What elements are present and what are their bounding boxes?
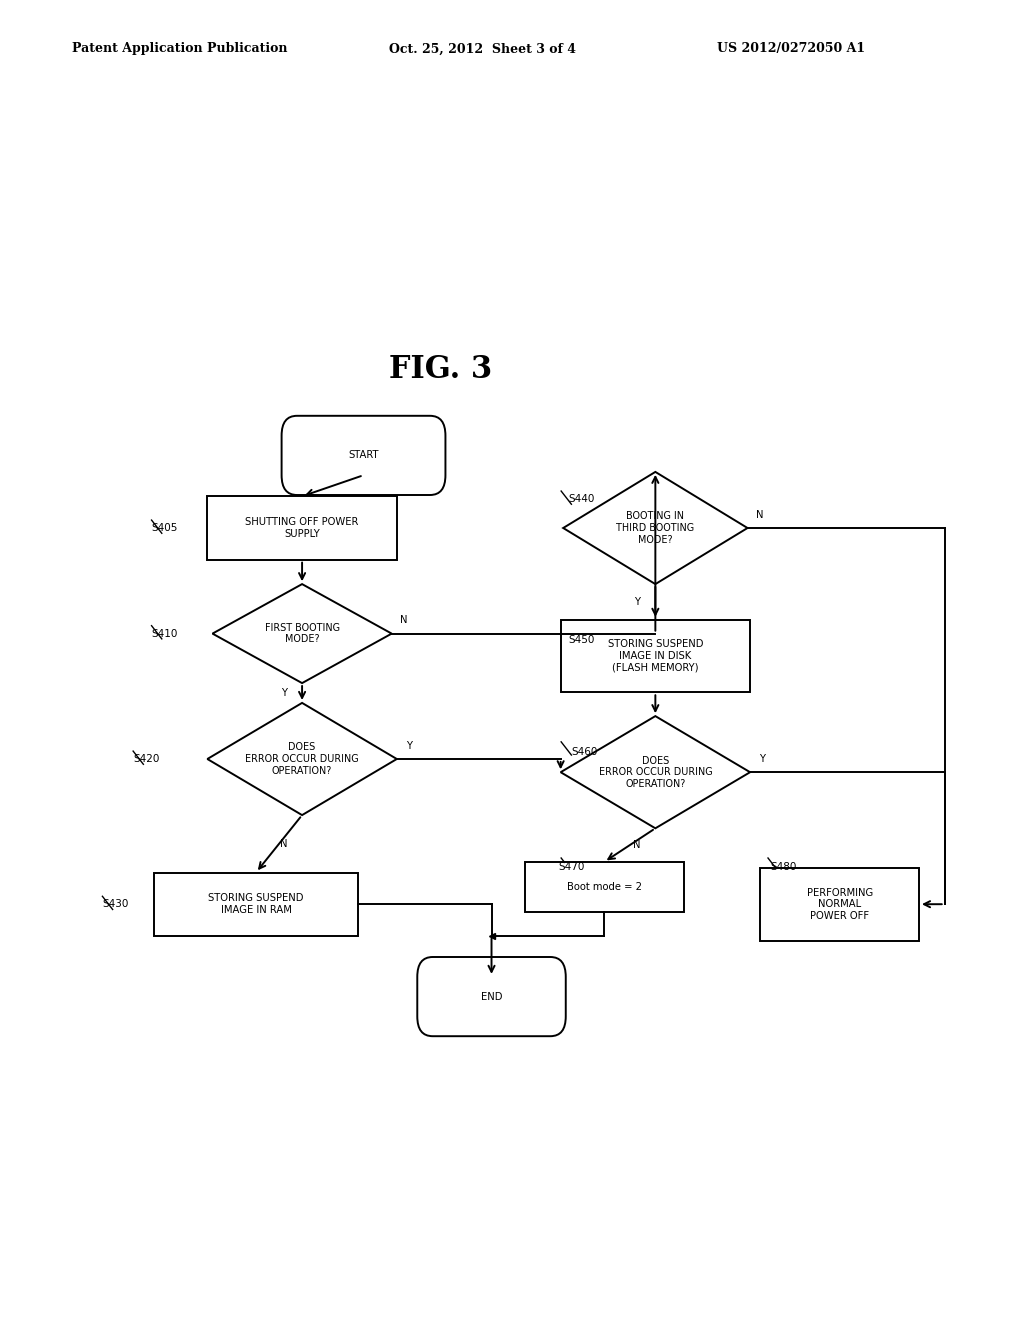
Text: START: START [348, 450, 379, 461]
Text: N: N [633, 840, 641, 850]
Text: PERFORMING
NORMAL
POWER OFF: PERFORMING NORMAL POWER OFF [807, 887, 872, 921]
Text: S405: S405 [152, 523, 178, 533]
Text: N: N [756, 510, 764, 520]
Polygon shape [207, 704, 396, 814]
Text: SHUTTING OFF POWER
SUPPLY: SHUTTING OFF POWER SUPPLY [246, 517, 358, 539]
Text: FIG. 3: FIG. 3 [389, 354, 492, 385]
Text: Patent Application Publication: Patent Application Publication [72, 42, 287, 55]
Text: N: N [280, 838, 288, 849]
Polygon shape [561, 715, 750, 829]
Text: S480: S480 [770, 862, 797, 873]
Text: N: N [400, 615, 408, 626]
Text: S470: S470 [558, 862, 585, 873]
FancyBboxPatch shape [524, 862, 684, 912]
FancyBboxPatch shape [561, 620, 750, 692]
Text: FIRST BOOTING
MODE?: FIRST BOOTING MODE? [264, 623, 340, 644]
FancyBboxPatch shape [282, 416, 445, 495]
Polygon shape [213, 583, 391, 682]
Text: S420: S420 [133, 754, 160, 764]
Text: DOES
ERROR OCCUR DURING
OPERATION?: DOES ERROR OCCUR DURING OPERATION? [599, 755, 712, 789]
Text: Y: Y [760, 754, 765, 764]
Text: END: END [481, 991, 502, 1002]
Text: Oct. 25, 2012  Sheet 3 of 4: Oct. 25, 2012 Sheet 3 of 4 [389, 42, 577, 55]
Text: Y: Y [281, 688, 287, 698]
FancyBboxPatch shape [207, 496, 396, 560]
Text: STORING SUSPEND
IMAGE IN DISK
(FLASH MEMORY): STORING SUSPEND IMAGE IN DISK (FLASH MEM… [607, 639, 703, 673]
Text: S410: S410 [152, 628, 178, 639]
Text: Y: Y [407, 741, 412, 751]
Polygon shape [563, 473, 748, 583]
FancyBboxPatch shape [418, 957, 565, 1036]
FancyBboxPatch shape [154, 873, 358, 936]
Text: BOOTING IN
THIRD BOOTING
MODE?: BOOTING IN THIRD BOOTING MODE? [616, 511, 694, 545]
Text: S460: S460 [571, 747, 598, 758]
Text: Y: Y [634, 597, 640, 607]
Text: US 2012/0272050 A1: US 2012/0272050 A1 [717, 42, 865, 55]
Text: S440: S440 [568, 494, 595, 504]
Text: S430: S430 [102, 899, 129, 909]
Text: Boot mode = 2: Boot mode = 2 [566, 882, 642, 892]
Text: STORING SUSPEND
IMAGE IN RAM: STORING SUSPEND IMAGE IN RAM [208, 894, 304, 915]
Text: S450: S450 [568, 635, 595, 645]
FancyBboxPatch shape [760, 869, 920, 940]
Text: DOES
ERROR OCCUR DURING
OPERATION?: DOES ERROR OCCUR DURING OPERATION? [246, 742, 358, 776]
